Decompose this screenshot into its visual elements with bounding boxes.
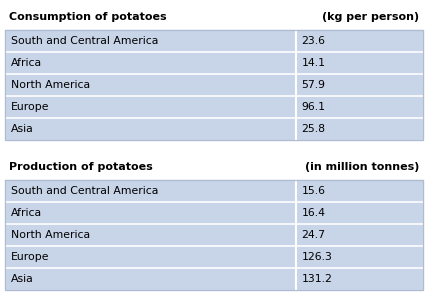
Text: Africa: Africa <box>11 208 42 218</box>
Text: (in million tonnes): (in million tonnes) <box>305 162 419 172</box>
Bar <box>5 52 295 74</box>
Bar <box>295 268 423 290</box>
Bar <box>5 246 295 268</box>
Text: 131.2: 131.2 <box>301 274 333 284</box>
Bar <box>295 224 423 246</box>
Bar <box>295 118 423 140</box>
Text: Africa: Africa <box>11 58 42 68</box>
Text: Asia: Asia <box>11 124 34 134</box>
Text: Asia: Asia <box>11 274 34 284</box>
Text: North America: North America <box>11 80 90 90</box>
Bar <box>295 96 423 118</box>
Text: 16.4: 16.4 <box>301 208 326 218</box>
Text: Production of potatoes: Production of potatoes <box>9 162 153 172</box>
Bar <box>5 202 295 224</box>
Text: 57.9: 57.9 <box>301 80 326 90</box>
Bar <box>5 30 423 140</box>
Text: 25.8: 25.8 <box>301 124 326 134</box>
Bar <box>295 74 423 96</box>
Text: North America: North America <box>11 230 90 240</box>
Bar <box>5 180 295 202</box>
Text: South and Central America: South and Central America <box>11 36 158 46</box>
Bar <box>5 180 423 290</box>
Bar <box>5 268 295 290</box>
Bar <box>295 246 423 268</box>
Bar <box>5 74 295 96</box>
Text: Consumption of potatoes: Consumption of potatoes <box>9 12 166 22</box>
Bar <box>295 30 423 52</box>
Text: Europe: Europe <box>11 102 50 112</box>
Text: 24.7: 24.7 <box>301 230 326 240</box>
Bar <box>295 52 423 74</box>
Text: 14.1: 14.1 <box>301 58 326 68</box>
Text: (kg per person): (kg per person) <box>322 12 419 22</box>
Bar <box>295 202 423 224</box>
Text: 15.6: 15.6 <box>301 186 326 196</box>
Text: 126.3: 126.3 <box>301 252 333 262</box>
Bar <box>5 118 295 140</box>
Text: South and Central America: South and Central America <box>11 186 158 196</box>
Text: Europe: Europe <box>11 252 50 262</box>
Bar <box>295 180 423 202</box>
Text: 23.6: 23.6 <box>301 36 326 46</box>
Bar <box>5 224 295 246</box>
Text: 96.1: 96.1 <box>301 102 326 112</box>
Bar <box>5 30 295 52</box>
Bar <box>5 96 295 118</box>
